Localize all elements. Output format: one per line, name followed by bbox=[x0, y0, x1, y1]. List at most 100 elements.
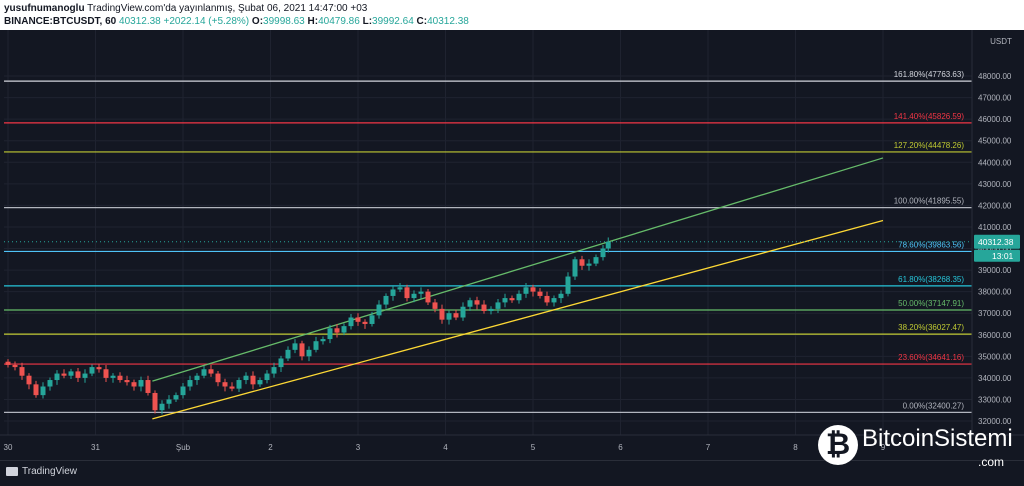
candle-body bbox=[397, 287, 403, 290]
candle-body bbox=[54, 373, 60, 381]
watermark-name: BitcoinSistemi bbox=[862, 425, 1013, 452]
trend-line bbox=[152, 219, 884, 420]
candle-body bbox=[565, 276, 571, 294]
price-axis bbox=[972, 30, 1024, 435]
candle-body bbox=[33, 384, 39, 396]
candle-body bbox=[425, 291, 431, 303]
candle-body bbox=[362, 321, 368, 324]
candle-body bbox=[96, 367, 102, 370]
candle-body bbox=[131, 382, 137, 387]
x-tick-label: 9 bbox=[881, 443, 886, 452]
bitcoin-icon: ₿ bbox=[818, 425, 858, 465]
candle-body bbox=[285, 349, 291, 359]
candle-body bbox=[355, 317, 361, 322]
x-tick-label: 31 bbox=[91, 443, 100, 452]
candle-body bbox=[47, 380, 53, 387]
fib-level-label: 141.40%(45826.59) bbox=[894, 112, 965, 121]
candle-body bbox=[432, 302, 438, 309]
currency-label: USDT bbox=[990, 37, 1012, 46]
y-tick-label: 40000.00 bbox=[978, 245, 1012, 254]
x-tick-label: 5 bbox=[531, 443, 536, 452]
candle-body bbox=[75, 371, 81, 378]
candle-body bbox=[292, 343, 298, 350]
candle-body bbox=[327, 328, 333, 340]
candle-body bbox=[110, 375, 116, 378]
chart-header: yusufnumanoglu TradingView.com'da yayınl… bbox=[0, 0, 1024, 30]
candle-body bbox=[278, 358, 284, 368]
price-chart[interactable]: 161.80%(47763.63) 141.40%(45826.59) 127.20… bbox=[0, 30, 1024, 460]
high-value: 40479.86 bbox=[318, 16, 360, 27]
low-label: L: bbox=[362, 16, 373, 27]
candle-body bbox=[82, 373, 88, 378]
y-tick-label: 46000.00 bbox=[978, 115, 1012, 124]
candle-body bbox=[306, 349, 312, 357]
x-tick-label: 3 bbox=[356, 443, 361, 452]
y-tick-label: 42000.00 bbox=[978, 201, 1012, 210]
candle-body bbox=[40, 386, 46, 396]
fib-level-label: 127.20%(44478.26) bbox=[894, 141, 965, 150]
candle-body bbox=[159, 403, 165, 411]
candle-body bbox=[495, 302, 501, 309]
close-value: 40312.38 bbox=[427, 16, 469, 27]
candle-body bbox=[404, 287, 410, 299]
candle-body bbox=[446, 313, 452, 320]
candle-body bbox=[208, 369, 214, 374]
trend-line bbox=[152, 157, 884, 382]
candle-body bbox=[222, 382, 228, 387]
candle-body bbox=[313, 341, 319, 350]
y-tick-label: 41000.00 bbox=[978, 223, 1012, 232]
candle-body bbox=[341, 326, 347, 333]
candle-body bbox=[579, 259, 585, 266]
candle-body bbox=[103, 369, 109, 378]
candle-body bbox=[369, 315, 375, 324]
chart-area[interactable]: 161.80%(47763.63) 141.40%(45826.59) 127.20… bbox=[0, 30, 1024, 460]
candle-body bbox=[544, 295, 550, 303]
candle-body bbox=[243, 375, 249, 381]
chart-footer: TradingView bbox=[0, 460, 1024, 486]
y-tick-label: 39000.00 bbox=[978, 266, 1012, 275]
price-tag-bg bbox=[974, 234, 1020, 249]
candle-body bbox=[460, 306, 466, 318]
candle-body bbox=[201, 369, 207, 376]
fib-level-label: 38.20%(36027.47) bbox=[898, 323, 964, 332]
candle-body bbox=[173, 395, 179, 400]
y-tick-label: 45000.00 bbox=[978, 137, 1012, 146]
last-price: 40312.38 bbox=[119, 16, 161, 27]
candle-body bbox=[166, 399, 172, 404]
price-tag: 40312.38 bbox=[978, 237, 1014, 247]
open-label: O: bbox=[251, 16, 264, 27]
candle-body bbox=[509, 298, 515, 301]
countdown: 13:01 bbox=[992, 251, 1014, 261]
candle-body bbox=[558, 293, 564, 299]
x-tick-label: 4 bbox=[443, 443, 448, 452]
candle-body bbox=[390, 289, 396, 296]
candle-body bbox=[537, 291, 543, 296]
bitcoinsistemi-watermark: ₿ BitcoinSistemi .com bbox=[818, 421, 1018, 477]
candle-body bbox=[605, 241, 611, 249]
candle-body bbox=[551, 298, 557, 303]
candle-body bbox=[481, 304, 487, 312]
candle-body bbox=[411, 293, 417, 299]
y-tick-label: 48000.00 bbox=[978, 72, 1012, 81]
candle-body bbox=[530, 287, 536, 292]
candle-body bbox=[124, 380, 130, 383]
fib-level-label: 61.80%(38268.35) bbox=[898, 275, 964, 284]
candle-body bbox=[271, 367, 277, 374]
candle-body bbox=[586, 263, 592, 266]
x-tick-label: Şub bbox=[176, 443, 191, 452]
author-name[interactable]: yusufnumanoglu bbox=[4, 3, 85, 14]
candle-body bbox=[68, 371, 74, 376]
symbol-label[interactable]: BINANCE:BTCUSDT, 60 bbox=[4, 16, 117, 27]
fib-level-label: 0.00%(32400.27) bbox=[903, 401, 965, 410]
tradingview-logo[interactable]: TradingView bbox=[6, 466, 77, 477]
candle-body bbox=[320, 339, 326, 342]
y-tick-label: 32000.00 bbox=[978, 417, 1012, 426]
high-label: H: bbox=[307, 16, 319, 27]
candle-body bbox=[194, 375, 200, 381]
y-tick-label: 43000.00 bbox=[978, 180, 1012, 189]
candle-body bbox=[5, 361, 11, 365]
x-tick-label: 8 bbox=[793, 443, 798, 452]
candle-body bbox=[502, 298, 508, 303]
candle-body bbox=[523, 287, 529, 294]
